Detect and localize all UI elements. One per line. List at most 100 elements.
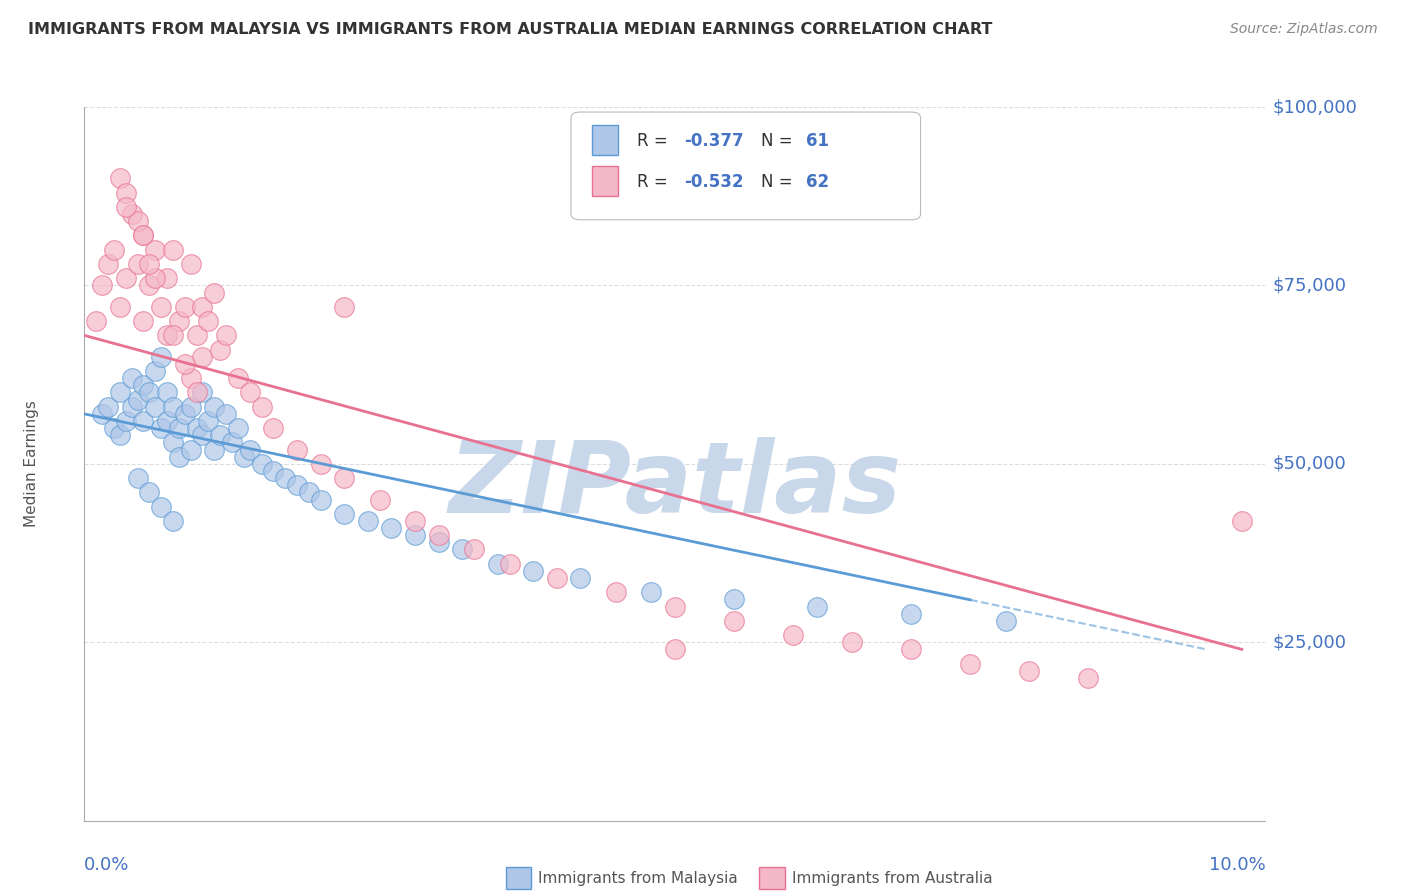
Point: [209, 428, 232, 442]
Point: [103, 421, 125, 435]
Point: [191, 385, 214, 400]
Text: ZIPatlas: ZIPatlas: [449, 437, 901, 533]
Point: [191, 300, 214, 314]
Point: [191, 428, 214, 442]
Point: [162, 328, 184, 343]
Point: [202, 285, 225, 300]
Point: [97, 257, 120, 271]
Point: [138, 385, 160, 400]
Point: [546, 571, 568, 585]
Point: [127, 214, 149, 228]
Point: [180, 442, 202, 457]
Point: [143, 271, 166, 285]
Point: [143, 243, 166, 257]
FancyBboxPatch shape: [571, 112, 921, 219]
Point: [994, 614, 1017, 628]
Text: N =: N =: [761, 132, 799, 150]
Point: [202, 442, 225, 457]
Point: [463, 542, 485, 557]
Point: [162, 514, 184, 528]
Point: [173, 407, 195, 421]
Point: [232, 450, 254, 464]
Point: [959, 657, 981, 671]
Point: [664, 642, 686, 657]
Text: -0.377: -0.377: [685, 132, 744, 150]
Point: [108, 385, 131, 400]
Text: R =: R =: [637, 173, 673, 191]
Point: [138, 485, 160, 500]
Text: R =: R =: [637, 132, 673, 150]
Point: [121, 371, 143, 385]
Text: 62: 62: [806, 173, 830, 191]
Point: [900, 607, 922, 621]
Point: [262, 464, 284, 478]
Point: [569, 571, 592, 585]
Point: [91, 407, 114, 421]
Point: [202, 400, 225, 414]
Text: 10.0%: 10.0%: [1209, 856, 1265, 874]
Text: Source: ZipAtlas.com: Source: ZipAtlas.com: [1230, 22, 1378, 37]
Point: [900, 642, 922, 657]
Point: [723, 592, 745, 607]
Point: [150, 350, 173, 364]
Point: [143, 364, 166, 378]
Point: [806, 599, 828, 614]
Point: [333, 300, 356, 314]
Point: [138, 278, 160, 293]
Point: [114, 414, 136, 428]
Point: [180, 400, 202, 414]
Bar: [592, 125, 619, 155]
Text: $100,000: $100,000: [1272, 98, 1357, 116]
Point: [103, 243, 125, 257]
Point: [191, 350, 214, 364]
Point: [841, 635, 863, 649]
Point: [368, 492, 391, 507]
Text: $50,000: $50,000: [1272, 455, 1346, 473]
Point: [162, 243, 184, 257]
Point: [97, 400, 120, 414]
Point: [127, 392, 149, 407]
Point: [498, 557, 520, 571]
Point: [132, 414, 155, 428]
Point: [357, 514, 380, 528]
Point: [451, 542, 474, 557]
Point: [486, 557, 509, 571]
Point: [186, 385, 208, 400]
Point: [640, 585, 662, 599]
Text: 0.0%: 0.0%: [84, 856, 129, 874]
Point: [180, 371, 202, 385]
Text: N =: N =: [761, 173, 799, 191]
Point: [186, 421, 208, 435]
Point: [121, 207, 143, 221]
Point: [84, 314, 107, 328]
Point: [274, 471, 297, 485]
Point: [114, 271, 136, 285]
Point: [127, 257, 149, 271]
Point: [427, 528, 450, 542]
Point: [239, 385, 262, 400]
Point: [250, 400, 273, 414]
Point: [664, 599, 686, 614]
Point: [1077, 671, 1099, 685]
Point: [221, 435, 243, 450]
Point: [298, 485, 321, 500]
Point: [162, 400, 184, 414]
Point: [380, 521, 402, 535]
Text: Immigrants from Malaysia: Immigrants from Malaysia: [538, 871, 738, 886]
Point: [1018, 664, 1040, 678]
Point: [150, 500, 173, 514]
Point: [285, 442, 308, 457]
Text: IMMIGRANTS FROM MALAYSIA VS IMMIGRANTS FROM AUSTRALIA MEDIAN EARNINGS CORRELATIO: IMMIGRANTS FROM MALAYSIA VS IMMIGRANTS F…: [28, 22, 993, 37]
Point: [91, 278, 114, 293]
Text: -0.532: -0.532: [685, 173, 744, 191]
Point: [167, 450, 190, 464]
Point: [132, 378, 155, 392]
Point: [215, 407, 238, 421]
Point: [197, 414, 219, 428]
Point: [127, 471, 149, 485]
Point: [121, 400, 143, 414]
Point: [150, 421, 173, 435]
Point: [723, 614, 745, 628]
Point: [108, 171, 131, 186]
Point: [197, 314, 219, 328]
